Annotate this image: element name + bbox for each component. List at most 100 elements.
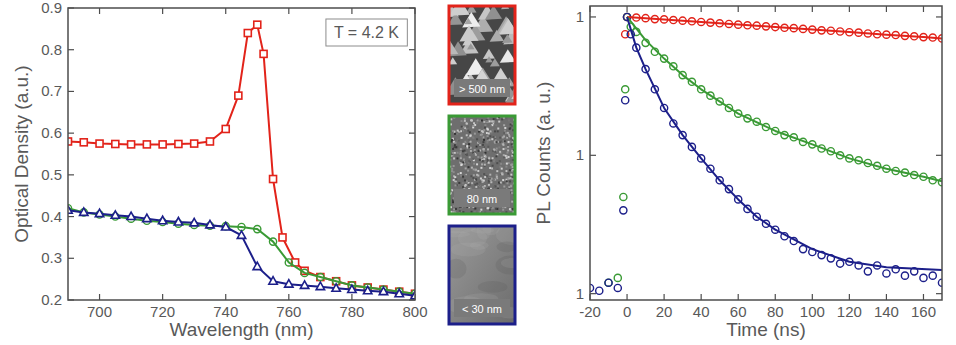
image-grain [507,132,509,134]
x-tick-label: 720 [150,303,175,320]
image-grain [489,178,491,180]
image-grain [492,120,494,122]
data-marker [864,268,871,275]
image-grain [502,209,504,211]
y-axis-title: PL Counts (a. u.) [533,82,554,225]
image-grain [461,137,463,139]
image-grain [493,118,495,120]
image-grain [481,163,483,165]
image-grain [455,180,457,182]
x-tick [701,294,702,300]
data-marker [348,285,356,293]
image-grain [471,120,473,122]
image-grain [451,168,453,170]
image-grain [455,208,457,210]
x-tick-label: 80 [767,303,784,320]
image-grain [476,138,478,140]
image-grain [479,159,481,161]
image-grain [495,155,497,157]
image-grain [457,130,459,132]
image-grain [461,126,463,128]
image-grain [474,184,476,186]
image-grain [473,153,475,155]
image-grain [470,175,472,177]
x-tick-label: 140 [874,303,899,320]
image-grain [499,151,501,153]
image-grain [483,148,485,150]
image-grain [452,148,454,150]
image-grain [478,150,480,152]
image-grain [466,145,468,147]
data-marker [279,234,286,241]
image-grain [466,140,468,142]
image-grain [479,153,481,155]
image-grain [508,135,510,137]
image-grain [449,259,467,279]
image-grain [492,165,494,167]
image-grain [466,154,468,156]
image-grain [472,125,474,127]
data-marker [920,274,927,281]
label-patch [454,189,510,207]
image-grain [475,178,477,180]
image-grain [479,181,481,183]
image-grain [501,173,503,175]
x-tick [701,6,702,12]
image-grain [485,156,487,158]
data-marker [190,218,198,226]
image-grain [452,130,454,132]
x-tick-label: 780 [339,303,364,320]
image-grain [478,281,508,293]
data-marker [222,223,230,231]
image-grain [460,165,462,167]
image-grain [470,159,472,161]
image-grain [475,186,477,188]
image-grain [464,179,466,181]
x-tick [351,8,352,14]
image-grain [460,208,462,210]
image-grain [480,175,482,177]
image-texture [449,6,515,104]
image-grain [507,177,509,179]
y-tick-label: 0.5 [41,166,62,183]
series-line [68,25,415,294]
image-grain [490,30,504,42]
image-grain [508,158,510,160]
data-marker [143,141,150,148]
image-grain [487,146,489,148]
image-grain [488,178,490,180]
series-group [590,13,942,294]
image-grain [506,152,508,154]
y-tick-label: 1 [576,285,584,302]
image-grain [458,182,460,184]
y-tick-label: 0.9 [41,0,62,16]
image-grain [499,160,501,162]
image-grain [457,173,459,175]
data-marker [363,286,371,294]
image-grain [483,180,485,182]
image-grain [511,201,513,203]
image-grain [504,127,506,129]
image-grain [464,185,466,187]
image-grain [507,146,509,148]
image-grain [468,143,470,145]
image-grain [503,124,505,126]
image-grain [484,124,486,126]
image-grain [464,120,466,122]
image-grain [481,136,483,138]
image-grain [491,167,493,169]
image-grain [501,168,503,170]
image-grain [496,176,498,178]
image-grain [461,130,463,132]
image-grain [499,166,501,168]
image-grain [508,156,510,158]
image-grain [465,172,467,174]
image-grain [468,166,470,168]
data-marker [837,260,844,267]
image-grain [453,208,455,210]
image-grain [452,145,454,147]
image-grain [488,132,490,134]
y-tick [68,258,74,259]
image-grain [468,184,470,186]
annotation: T = 4.2 K [334,24,399,41]
